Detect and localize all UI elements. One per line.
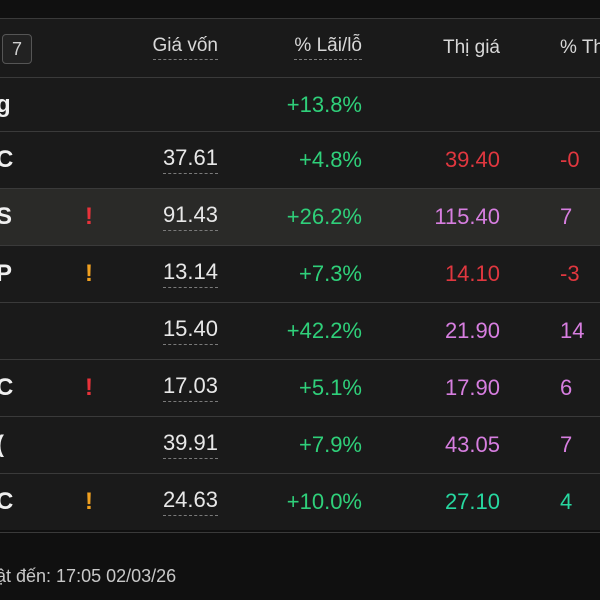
today-change: 4 [560, 489, 573, 514]
market-price: 27.10 [444, 489, 500, 514]
table-bottom-border [0, 532, 600, 533]
cost-basis: 37.61 [162, 132, 218, 188]
table-row[interactable]: P! 13.14 +7.3% 14.10 -3 [0, 245, 600, 302]
today-change: 7 [560, 204, 573, 229]
profit-loss-percent: +4.8% [299, 147, 362, 172]
profit-loss-percent: +26.2% [286, 204, 362, 229]
table-row[interactable]: 15.40 +42.2% 21.90 14 [0, 302, 600, 359]
cost-basis-value: 13.14 [162, 260, 218, 288]
header-cost-label: Giá vốn [152, 35, 218, 60]
market-price: 43.05 [444, 432, 500, 457]
ticker-symbol: C [0, 488, 14, 515]
header-market-price[interactable]: Thị giá [443, 19, 500, 77]
header-cost-basis[interactable]: Giá vốn [152, 19, 218, 77]
profit-loss-percent: +7.9% [299, 432, 362, 457]
portfolio-table: 7 Giá vốn % Lãi/lỗ Thị giá % Th g +13.8%… [0, 18, 600, 530]
header-profit-loss[interactable]: % Lãi/lỗ [294, 19, 362, 77]
warning-icon[interactable]: ! [85, 488, 93, 515]
warning-icon[interactable] [82, 132, 96, 188]
cost-basis: 24.63 [162, 474, 218, 530]
holdings-count-badge[interactable]: 7 [2, 34, 32, 64]
warning-icon[interactable] [82, 303, 96, 359]
profit-loss-percent: +7.3% [299, 261, 362, 286]
table-row[interactable]: C! 17.03 +5.1% 17.90 6 [0, 359, 600, 416]
header-pl-label: % Lãi/lỗ [294, 35, 362, 60]
today-change: -0 [560, 147, 580, 172]
header-today-label: % Th [560, 37, 600, 58]
market-price: 115.40 [434, 204, 500, 229]
cost-basis-value: 24.63 [162, 488, 218, 516]
last-updated-text: ật đến: 17:05 02/03/26 [0, 566, 177, 586]
today-change: -3 [560, 261, 580, 286]
warning-icon[interactable]: ! [85, 203, 93, 230]
table-row[interactable]: S! 91.43 +26.2% 115.40 7 [0, 188, 600, 245]
profit-loss-percent: +5.1% [299, 375, 362, 400]
market-price: 39.40 [444, 147, 500, 172]
warning-icon[interactable] [82, 417, 96, 473]
cost-basis-value: 37.61 [162, 146, 218, 174]
cost-basis: 91.43 [162, 189, 218, 245]
warning-icon[interactable]: ! [85, 260, 93, 287]
warning-icon[interactable]: ! [85, 374, 93, 401]
cost-basis-value: 91.43 [162, 203, 218, 231]
today-change: 14 [560, 318, 585, 343]
today-change: 7 [560, 432, 573, 457]
ticker-symbol: ( [0, 417, 4, 473]
table-row[interactable]: (39.91 +7.9% 43.05 7 [0, 416, 600, 473]
ticker-symbol: C [0, 374, 14, 401]
cost-basis: 17.03 [162, 360, 218, 416]
header-today-change[interactable]: % Th [560, 19, 600, 77]
total-row: g +13.8% [0, 77, 600, 131]
table-row[interactable]: C! 24.63 +10.0% 27.10 4 [0, 473, 600, 530]
profit-loss-percent: +42.2% [286, 318, 362, 343]
ticker-symbol: C [0, 146, 14, 173]
cost-basis-value: 15.40 [162, 317, 218, 345]
total-profit-loss: +13.8% [286, 91, 362, 117]
header-price-label: Thị giá [442, 37, 500, 58]
today-change: 6 [560, 375, 573, 400]
cost-basis: 13.14 [162, 246, 218, 302]
market-price: 17.90 [444, 375, 500, 400]
total-label: g [0, 90, 11, 118]
ticker-symbol: S [0, 203, 13, 230]
table-row[interactable]: C 37.61 +4.8% 39.40 -0 [0, 131, 600, 188]
table-header: 7 Giá vốn % Lãi/lỗ Thị giá % Th [0, 18, 600, 77]
market-price: 21.90 [444, 318, 500, 343]
profit-loss-percent: +10.0% [286, 489, 362, 514]
cost-basis-value: 39.91 [162, 431, 218, 459]
market-price: 14.10 [444, 261, 500, 286]
ticker-symbol: P [0, 260, 13, 287]
holdings-count: 7 [11, 38, 22, 59]
cost-basis-value: 17.03 [162, 374, 218, 402]
cost-basis: 15.40 [162, 303, 218, 359]
cost-basis: 39.91 [162, 417, 218, 473]
